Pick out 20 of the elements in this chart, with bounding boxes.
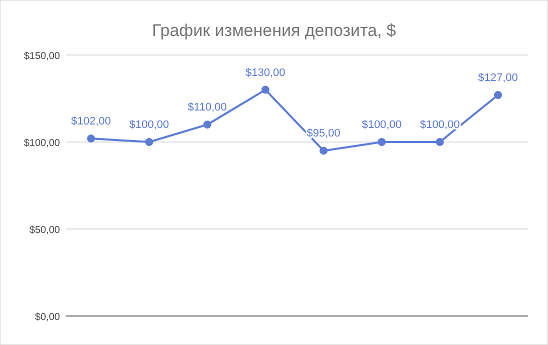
- point: [203, 120, 212, 129]
- data-label: $110,00: [188, 102, 227, 114]
- data-label: $102,00: [71, 116, 111, 128]
- point: [494, 91, 502, 100]
- data-label: $100,00: [129, 119, 170, 131]
- point: [261, 86, 270, 94]
- data-label: $130,00: [246, 66, 286, 79]
- point: [436, 138, 444, 146]
- y-tick-label: $0,00: [34, 312, 60, 323]
- point: [87, 134, 95, 143]
- data-label: $127,00: [478, 72, 518, 84]
- chart-title: График изменения депозита, $: [152, 21, 397, 40]
- point: [320, 146, 328, 155]
- y-tick-label: $150,00: [24, 51, 60, 62]
- point: [378, 138, 386, 146]
- data-label: $100,00: [420, 119, 460, 131]
- y-tick-label: $50,00: [29, 225, 60, 236]
- data-label: $100,00: [362, 119, 402, 131]
- point: [145, 138, 154, 146]
- y-tick-label: $100,00: [24, 138, 60, 149]
